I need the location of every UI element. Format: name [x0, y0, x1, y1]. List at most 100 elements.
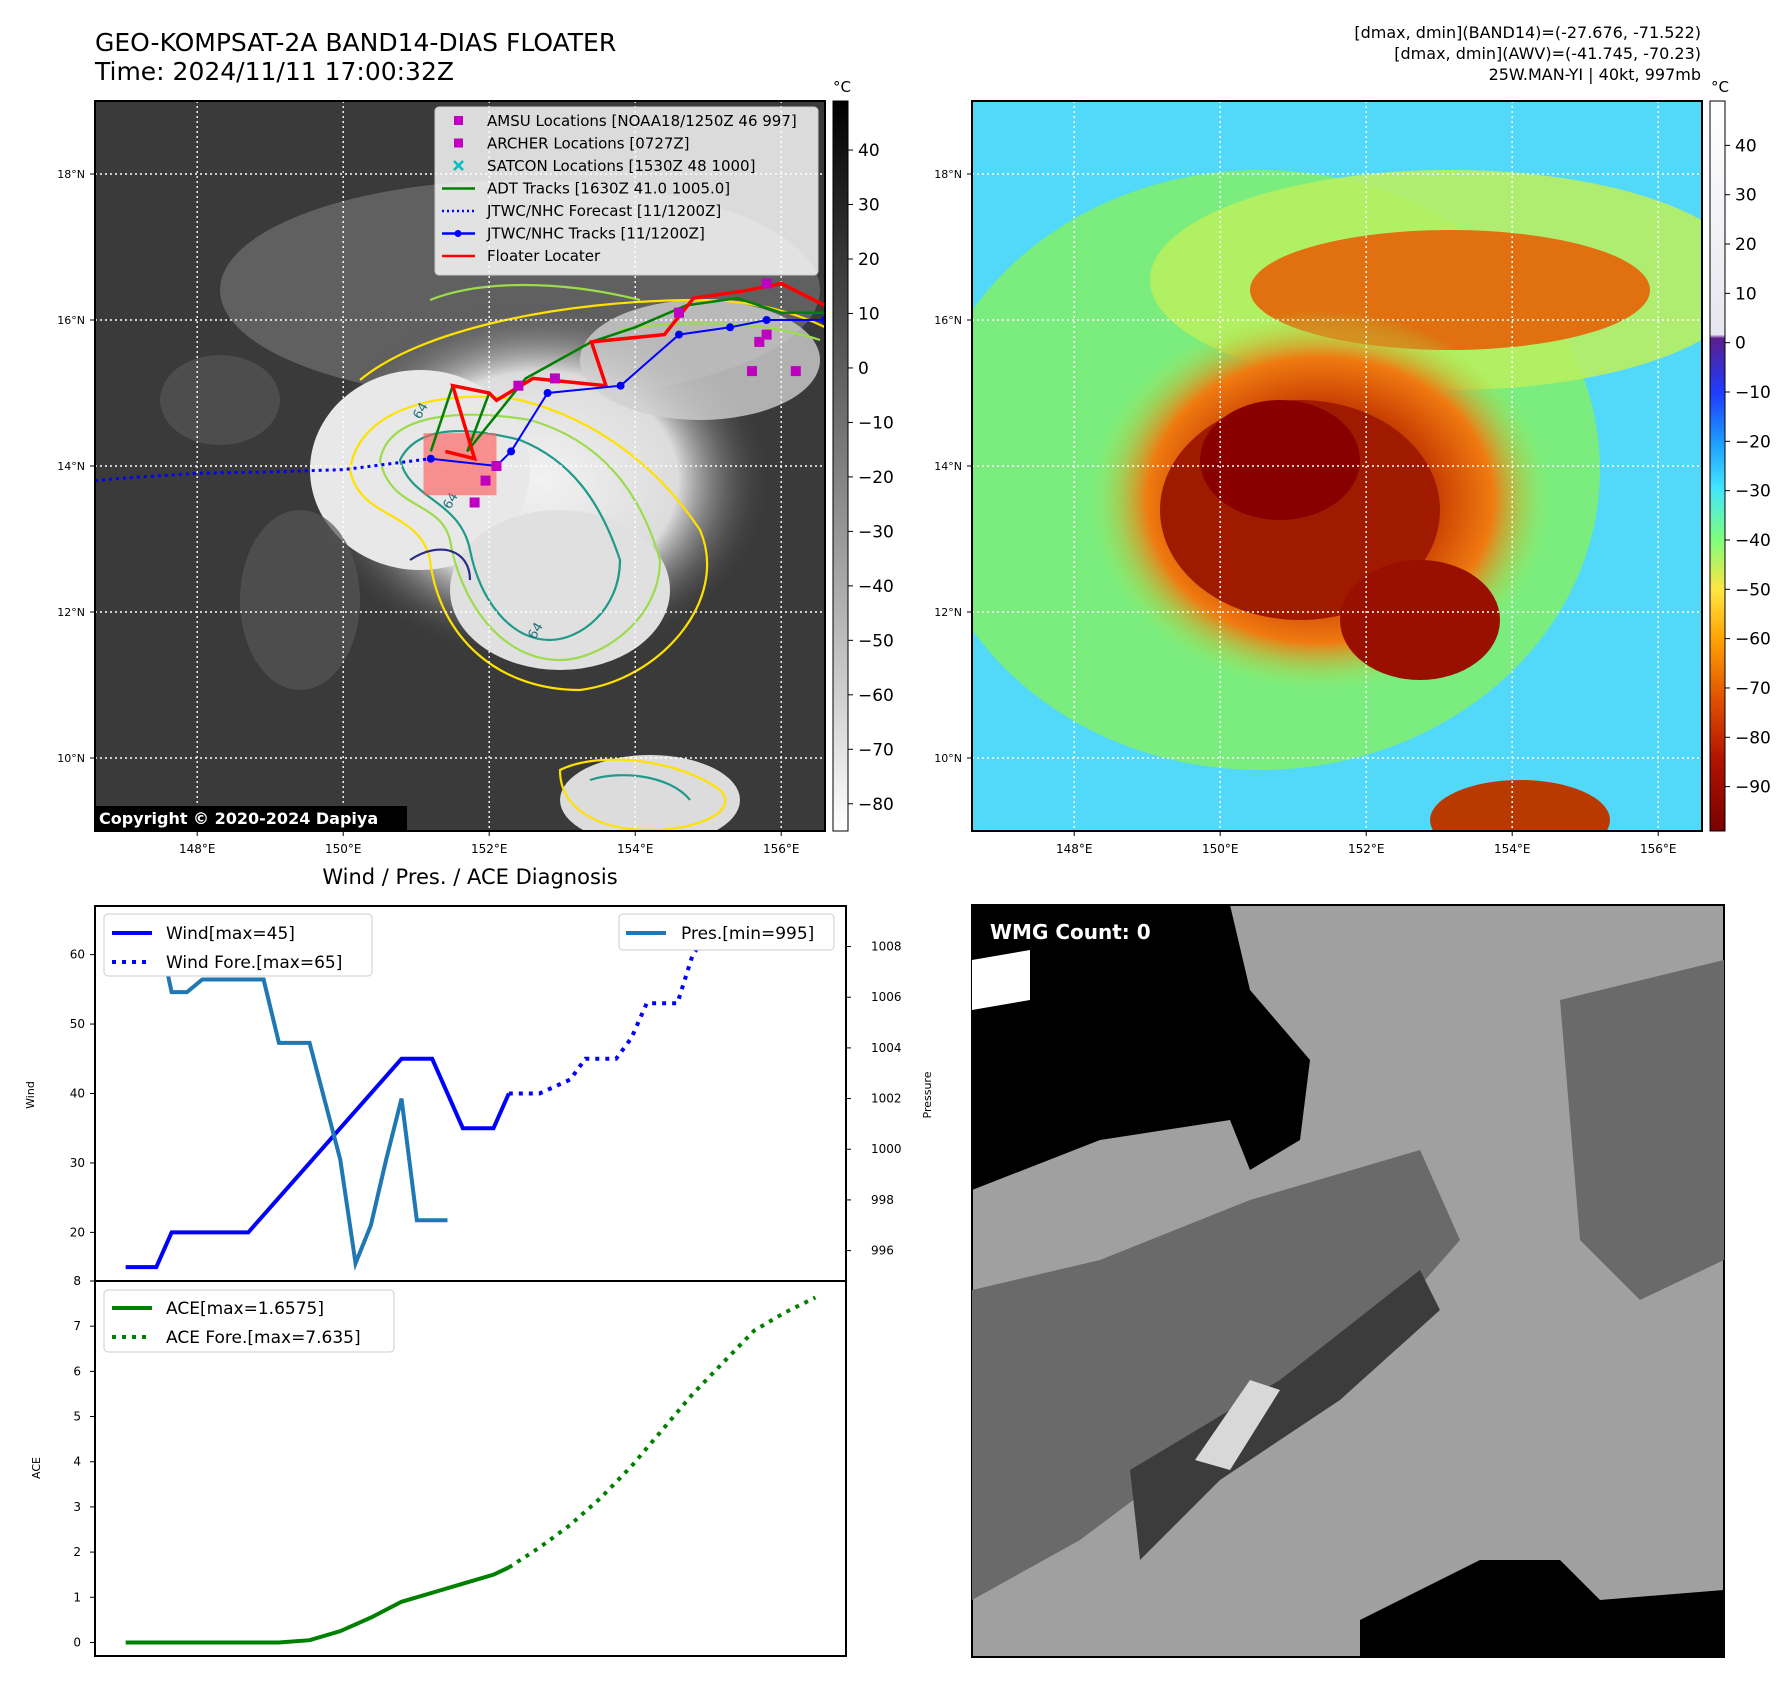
- floater-locater-line: [444, 281, 825, 462]
- jtwc-track-point: [426, 454, 435, 463]
- tick-label-lon: 148°E: [1056, 842, 1093, 856]
- ir-map-panel: 64 64 64 148°E 150°E 152°E 154°E 156°E 18°N 16…: [57, 100, 826, 856]
- pressure-legend: Pres.[min=995]: [618, 913, 835, 951]
- wind-tick-label: 40: [70, 1087, 85, 1101]
- colorbar-tick-label: −50: [1735, 580, 1771, 600]
- jtwc-track-point: [762, 316, 771, 324]
- legend-item: SATCON Locations [1530Z 48 1000]: [453, 157, 755, 175]
- tick-label-lon: 156°E: [1640, 842, 1677, 856]
- copyright-box: [95, 806, 407, 831]
- amsu-location-marker: [747, 366, 757, 377]
- colorbar-tick-label: 10: [1735, 284, 1757, 304]
- legend-item: AMSU Locations [NOAA18/1250Z 46 997]: [454, 112, 797, 130]
- colorbar-tick-label: 20: [1735, 235, 1757, 255]
- ir-map-axis-ticks: 148°E 150°E 152°E 154°E 156°E 18°N 16°N 14°N 12°…: [57, 168, 799, 856]
- amsu-location-marker: [790, 366, 801, 377]
- tick-label-lat: 14°N: [57, 460, 85, 473]
- color-map-panel: 148°E 150°E 152°E 154°E 156°E 18°N 16°N 14°N 12°…: [934, 100, 1703, 856]
- stats-block: [dmax, dmin](BAND14)=(-27.676, -71.522) …: [1354, 23, 1701, 84]
- colorbar-tick-label: 20: [858, 250, 880, 270]
- colorbar-tick-label: −60: [858, 686, 894, 706]
- legend-square-icon: [454, 116, 463, 125]
- colorbar-tick-label: 30: [1735, 186, 1757, 206]
- wmg-region-darkgray: [972, 1150, 1460, 1600]
- stats-storm: 25W.MAN-YI | 40kt, 997mb: [1489, 65, 1701, 84]
- wind-axis-label: Wind: [24, 1081, 37, 1109]
- tick-label-lat: 12°N: [57, 606, 85, 619]
- colorbar-tick-label: −90: [1735, 778, 1771, 798]
- ace-tick-label: 0: [73, 1635, 81, 1649]
- colorbar-tick-label: −70: [1735, 679, 1771, 699]
- colorbar-tick-label: 30: [858, 196, 880, 216]
- amsu-location-marker: [761, 278, 772, 289]
- pressure-tick-label: 996: [871, 1244, 894, 1258]
- wind-legend: Wind[max=45] Wind Fore.[max=65]: [103, 913, 373, 977]
- colorbar-tick-label: −30: [858, 522, 894, 542]
- ir-colorbar-unit: °C: [833, 78, 851, 96]
- copyright-text: Copyright © 2020-2024 Dapiya: [99, 809, 378, 828]
- ace-tick-label: 6: [73, 1364, 81, 1378]
- amsu-location-marker: [491, 461, 502, 471]
- legend-ace-forecast: ACE Fore.[max=7.635]: [166, 1328, 361, 1348]
- wmg-region-black-bottom: [1360, 1560, 1724, 1657]
- tick-label-lon: 156°E: [763, 842, 800, 856]
- colorbar-tick-label: −20: [1735, 432, 1771, 452]
- colorbar-tick-label: 0: [858, 359, 869, 379]
- legend-label: ARCHER Locations [0727Z]: [487, 135, 690, 153]
- legend-item: JTWC/NHC Forecast [11/1200Z]: [442, 202, 721, 220]
- wmg-region-black-top: [972, 905, 1310, 1190]
- colorbar-tick-label: −10: [858, 413, 894, 433]
- ace-tick-label: 5: [73, 1410, 81, 1424]
- pressure-axis-label: Pressure: [921, 1071, 934, 1118]
- ace-series-line-1: [507, 1295, 817, 1570]
- tick-label-lon: 152°E: [1348, 842, 1385, 856]
- pressure-tick-label: 1006: [871, 990, 902, 1004]
- jtwc-track-point: [543, 389, 552, 397]
- wmg-count: WMG Count: 0: [990, 920, 1151, 944]
- series-line-2: [125, 919, 448, 1271]
- legend-item: Floater Locater: [442, 247, 601, 265]
- amsu-location-marker: [549, 373, 560, 384]
- legend-x-icon: [453, 160, 464, 171]
- legend-label: JTWC/NHC Tracks [11/1200Z]: [486, 225, 705, 243]
- tick-label-lat: 10°N: [57, 752, 85, 765]
- colorbar-tick-label: −40: [1735, 531, 1771, 551]
- chart-title: Wind / Pres. / ACE Diagnosis: [322, 865, 617, 889]
- colorbar-tick-label: −60: [1735, 630, 1771, 650]
- amsu-location-marker: [674, 307, 684, 318]
- tick-label-lon: 152°E: [471, 842, 508, 856]
- legend-item: ADT Tracks [1630Z 41.0 1005.0]: [442, 180, 730, 198]
- contour-label: 64: [410, 400, 431, 422]
- series-line-0: [125, 1056, 511, 1270]
- amsu-location-marker: [513, 380, 524, 391]
- wind-tick-label: 60: [70, 948, 85, 962]
- legend-wind-forecast: Wind Fore.[max=65]: [166, 953, 342, 973]
- figure-time: Time: 2024/11/11 17:00:32Z: [94, 57, 454, 86]
- pressure-tick-label: 1002: [871, 1092, 902, 1106]
- tick-label-lon: 154°E: [617, 842, 654, 856]
- ir-colorbar-gradient: [832, 100, 849, 832]
- amsu-location-marker: [761, 329, 772, 340]
- tick-label-lat: 16°N: [934, 314, 962, 327]
- ace-legend: ACE[max=1.6575] ACE Fore.[max=7.635]: [103, 1289, 395, 1353]
- wmg-region-white: [972, 950, 1030, 1010]
- colorbar-tick-label: −70: [858, 740, 894, 760]
- wmg-count-box: [978, 913, 1178, 949]
- tick-label-lon: 154°E: [1494, 842, 1531, 856]
- colorbar-tick-label: 10: [858, 304, 880, 324]
- wind-tick-label: 50: [70, 1017, 85, 1031]
- ace-tick-label: 1: [73, 1590, 81, 1604]
- legend-item: ARCHER Locations [0727Z]: [454, 135, 690, 153]
- colorbar-tick-label: −30: [1735, 482, 1771, 502]
- figure-title: GEO-KOMPSAT-2A BAND14-DIAS FLOATER: [95, 28, 616, 57]
- tick-label-lon: 150°E: [1202, 842, 1239, 856]
- colorbar-tick-label: −50: [858, 631, 894, 651]
- colorbar-tick-label: 40: [1735, 136, 1757, 156]
- colorbar-tick-label: −40: [858, 577, 894, 597]
- ace-tick-label: 8: [73, 1274, 81, 1288]
- jtwc-forecast-line: [95, 457, 431, 483]
- color-colorbar-unit: °C: [1711, 78, 1729, 96]
- jtwc-track-point: [616, 381, 625, 390]
- ir-colorbar: °C 40 30 20 10 0 −10 −20 −30 −40 −50 −60 −70 −80: [832, 78, 894, 832]
